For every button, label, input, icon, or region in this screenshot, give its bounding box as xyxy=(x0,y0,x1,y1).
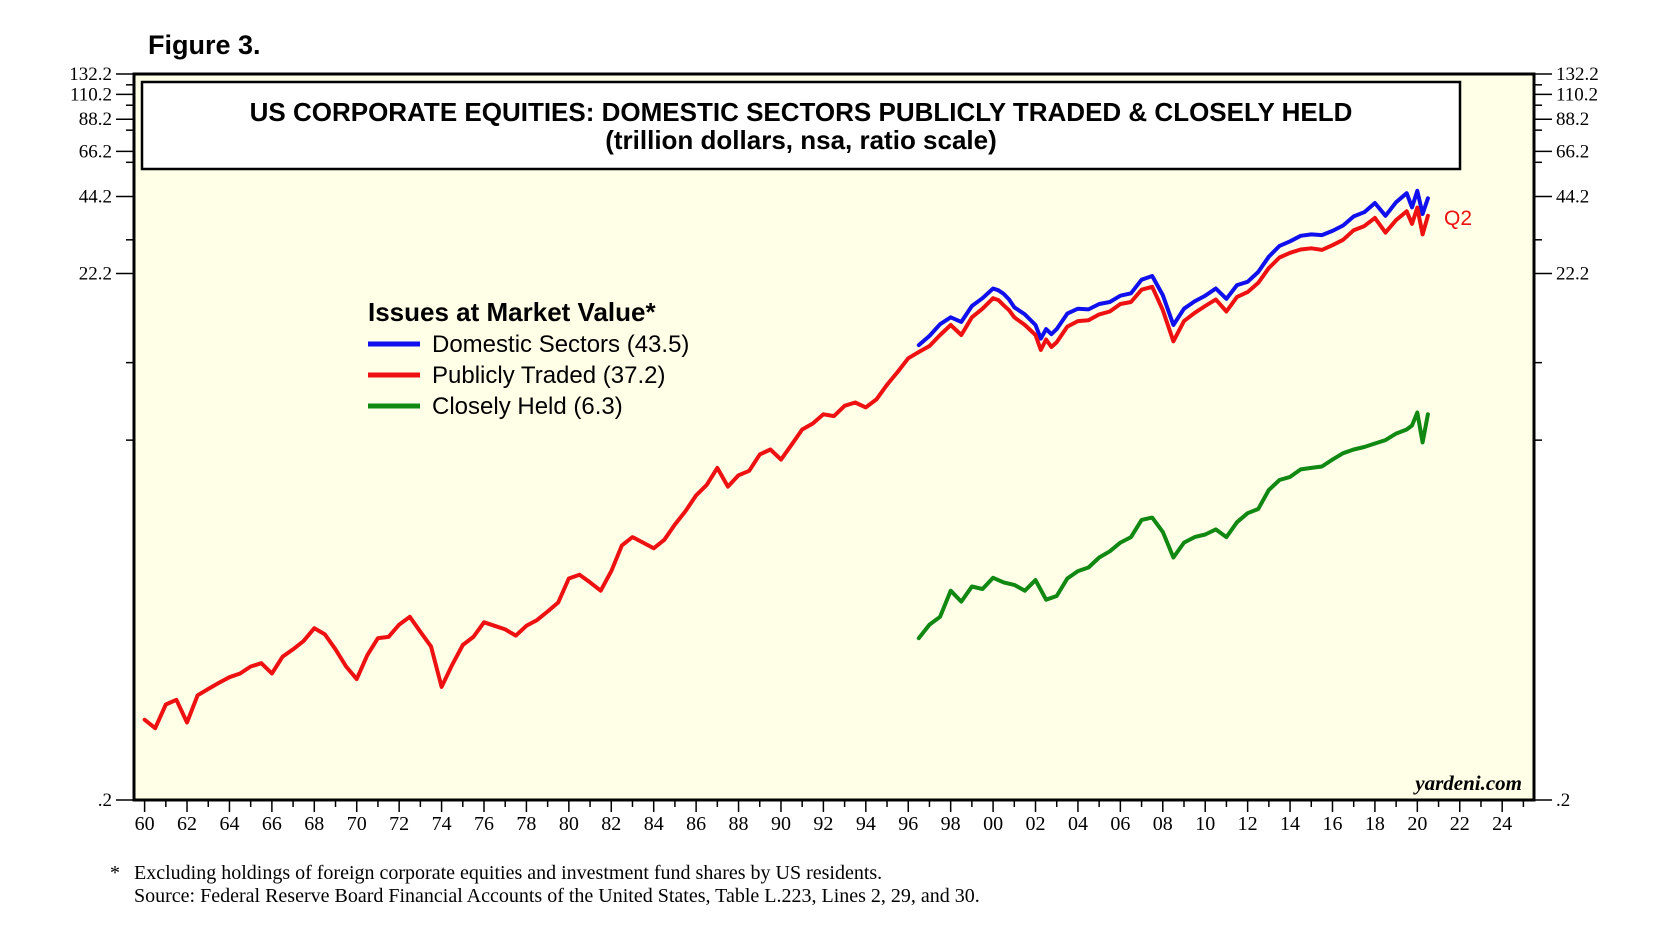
title-box: US CORPORATE EQUITIES: DOMESTIC SECTORS … xyxy=(140,80,1462,171)
y-tick-label: .2 xyxy=(98,790,112,811)
x-tick-label: 86 xyxy=(686,813,706,835)
x-tick-label: 24 xyxy=(1492,813,1512,835)
series-line-2 xyxy=(916,410,1430,641)
figure-label: Figure 3. xyxy=(148,30,261,60)
series-line-1 xyxy=(142,205,1430,731)
footnote-line-2: Source: Federal Reserve Board Financial … xyxy=(134,885,980,907)
x-tick-label: 78 xyxy=(516,813,536,835)
x-tick-label: 88 xyxy=(729,813,749,835)
x-tick-label: 20 xyxy=(1407,813,1427,835)
y-tick-label: 22.2 xyxy=(1556,263,1589,284)
y-tick-label: 132.2 xyxy=(69,64,112,85)
x-tick-label: 82 xyxy=(601,813,621,835)
footnote-line-1: Excluding holdings of foreign corporate … xyxy=(134,862,883,884)
x-tick-label: 06 xyxy=(1110,813,1130,835)
x-tick-label: 66 xyxy=(262,813,282,835)
y-tick-label: 66.2 xyxy=(79,141,112,162)
y-tick-label: 44.2 xyxy=(79,186,112,207)
x-tick-label: 64 xyxy=(219,813,239,835)
x-tick-label: 00 xyxy=(983,813,1003,835)
x-tick-label: 96 xyxy=(898,813,918,835)
x-tick-label: 18 xyxy=(1365,813,1385,835)
x-tick-label: 80 xyxy=(559,813,579,835)
x-tick-label: 92 xyxy=(813,813,833,835)
x-tick-label: 94 xyxy=(856,813,876,835)
chart-title: US CORPORATE EQUITIES: DOMESTIC SECTORS … xyxy=(250,97,1353,127)
y-tick-label: 110.2 xyxy=(70,84,112,105)
y-tick-label: 132.2 xyxy=(1556,64,1599,85)
y-tick-label: 88.2 xyxy=(79,109,112,130)
x-tick-label: 76 xyxy=(474,813,494,835)
x-tick-label: 70 xyxy=(347,813,367,835)
footnote-marker: * xyxy=(110,862,120,884)
y-tick-label: .2 xyxy=(1556,790,1570,811)
x-tick-label: 74 xyxy=(432,813,452,835)
footnote: * Excluding holdings of foreign corporate… xyxy=(110,862,980,908)
chart-subtitle: (trillion dollars, nsa, ratio scale) xyxy=(605,125,997,155)
x-tick-label: 72 xyxy=(389,813,409,835)
y-tick-label: 22.2 xyxy=(79,263,112,284)
plot-frame xyxy=(132,72,1536,802)
x-tick-label: 62 xyxy=(177,813,197,835)
x-tick-label: 98 xyxy=(941,813,961,835)
y-tick-label: 44.2 xyxy=(1556,186,1589,207)
series-layer xyxy=(142,188,1430,731)
x-tick-label: 90 xyxy=(771,813,791,835)
x-tick-label: 04 xyxy=(1068,813,1088,835)
legend-label: Publicly Traded (37.2) xyxy=(432,362,665,389)
legend-label: Domestic Sectors (43.5) xyxy=(432,331,689,358)
y-tick-label: 110.2 xyxy=(1556,84,1598,105)
series-line-0 xyxy=(916,188,1430,348)
legend: Issues at Market Value* Domestic Sectors… xyxy=(368,297,689,420)
x-tick-label: 14 xyxy=(1280,813,1300,835)
legend-title: Issues at Market Value* xyxy=(368,297,656,327)
x-tick-label: 60 xyxy=(135,813,155,835)
x-tick-label: 10 xyxy=(1195,813,1215,835)
x-tick-label: 16 xyxy=(1322,813,1342,835)
x-tick-label: 12 xyxy=(1238,813,1258,835)
x-tick-label: 02 xyxy=(1026,813,1046,835)
x-tick-label: 22 xyxy=(1450,813,1470,835)
x-tick-label: 08 xyxy=(1153,813,1173,835)
y-tick-label: 88.2 xyxy=(1556,109,1589,130)
y-tick-label: 66.2 xyxy=(1556,141,1589,162)
x-tick-label: 68 xyxy=(304,813,324,835)
legend-label: Closely Held (6.3) xyxy=(432,393,623,420)
source-watermark: yardeni.com xyxy=(1412,771,1522,795)
x-tick-label: 84 xyxy=(644,813,664,835)
plot-area xyxy=(134,74,1534,800)
end-label-q2: Q2 xyxy=(1444,207,1472,230)
x-axis: 60 62 64 66 68 70 72 74 76 78 80 82 84 86 88 90 92 94 96 98… xyxy=(135,800,1525,835)
